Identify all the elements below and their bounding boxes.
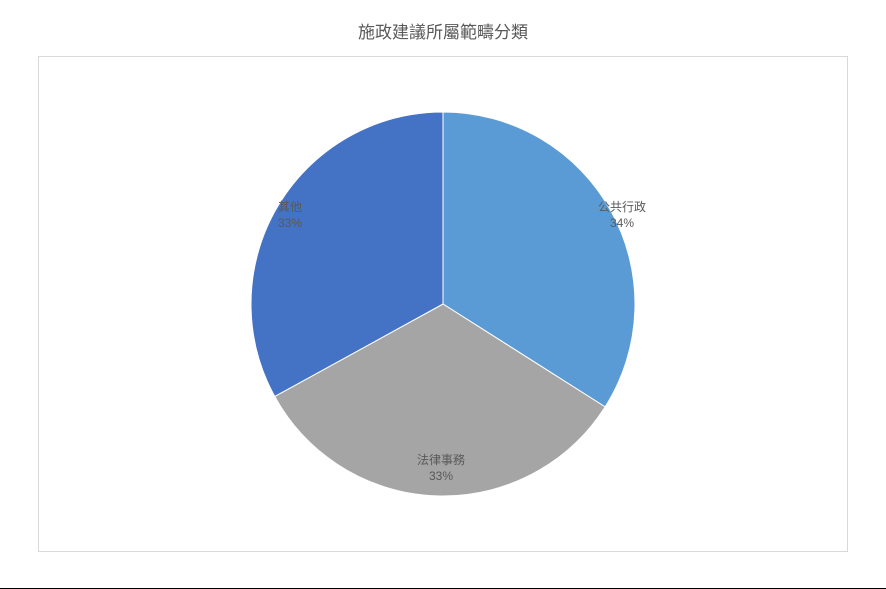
slice-label-percent: 33% (278, 216, 302, 230)
slice-label: 法律事務 33% (417, 452, 465, 484)
slice-label-name: 公共行政 (598, 200, 646, 214)
chart-title: 施政建議所屬範疇分類 (0, 18, 886, 43)
slice-label-name: 其他 (278, 200, 302, 214)
slice-label: 其他 33% (278, 199, 302, 231)
slice-label-name: 法律事務 (417, 453, 465, 467)
plot-area: 公共行政 34% 法律事務 33% 其他 33% (38, 56, 848, 552)
slice-label-percent: 34% (610, 216, 634, 230)
slice-label: 公共行政 34% (598, 199, 646, 231)
slice-label-percent: 33% (429, 469, 453, 483)
chart-container: 施政建議所屬範疇分類 公共行政 34% 法律事務 33% 其他 33% (0, 0, 886, 589)
